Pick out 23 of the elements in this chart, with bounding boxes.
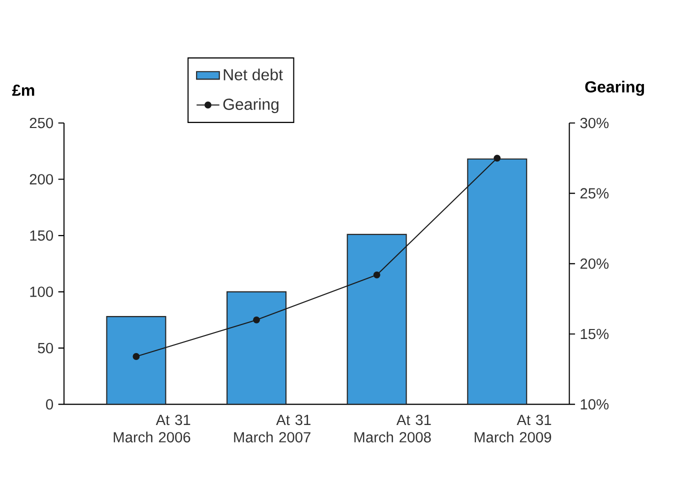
x-tick-label: At 31 March 2008 [354,414,431,442]
point [494,154,501,162]
y2-tick-label: 30% [580,118,609,128]
x-tick-label: At 31 March 2006 [114,414,190,442]
y-tick-label: 150 [30,230,54,241]
legend-label: Gearing [223,98,278,114]
point [253,316,260,324]
y2-tick-label: 25% [580,188,609,199]
point [373,271,380,278]
x-tick-label: At 31 March 2007 [234,414,310,442]
y-tick-label: 200 [30,174,54,184]
y-tick-label: 100 [30,286,54,297]
x-tick-label: At 31 March 2009 [474,414,552,442]
y2-axis-title: Gearing [585,80,644,96]
y-axis-title: £m [12,84,34,96]
legend-label: Net debt [224,68,283,80]
y2-tick-label: 15% [580,328,609,340]
y2-tick-label: 20% [580,258,609,269]
y-tick-label: 250 [30,118,54,128]
y-tick-label: 50 [38,342,54,354]
point [132,353,140,360]
y2-tick-label: 10% [580,399,609,410]
y-tick-label: 0 [46,399,54,410]
